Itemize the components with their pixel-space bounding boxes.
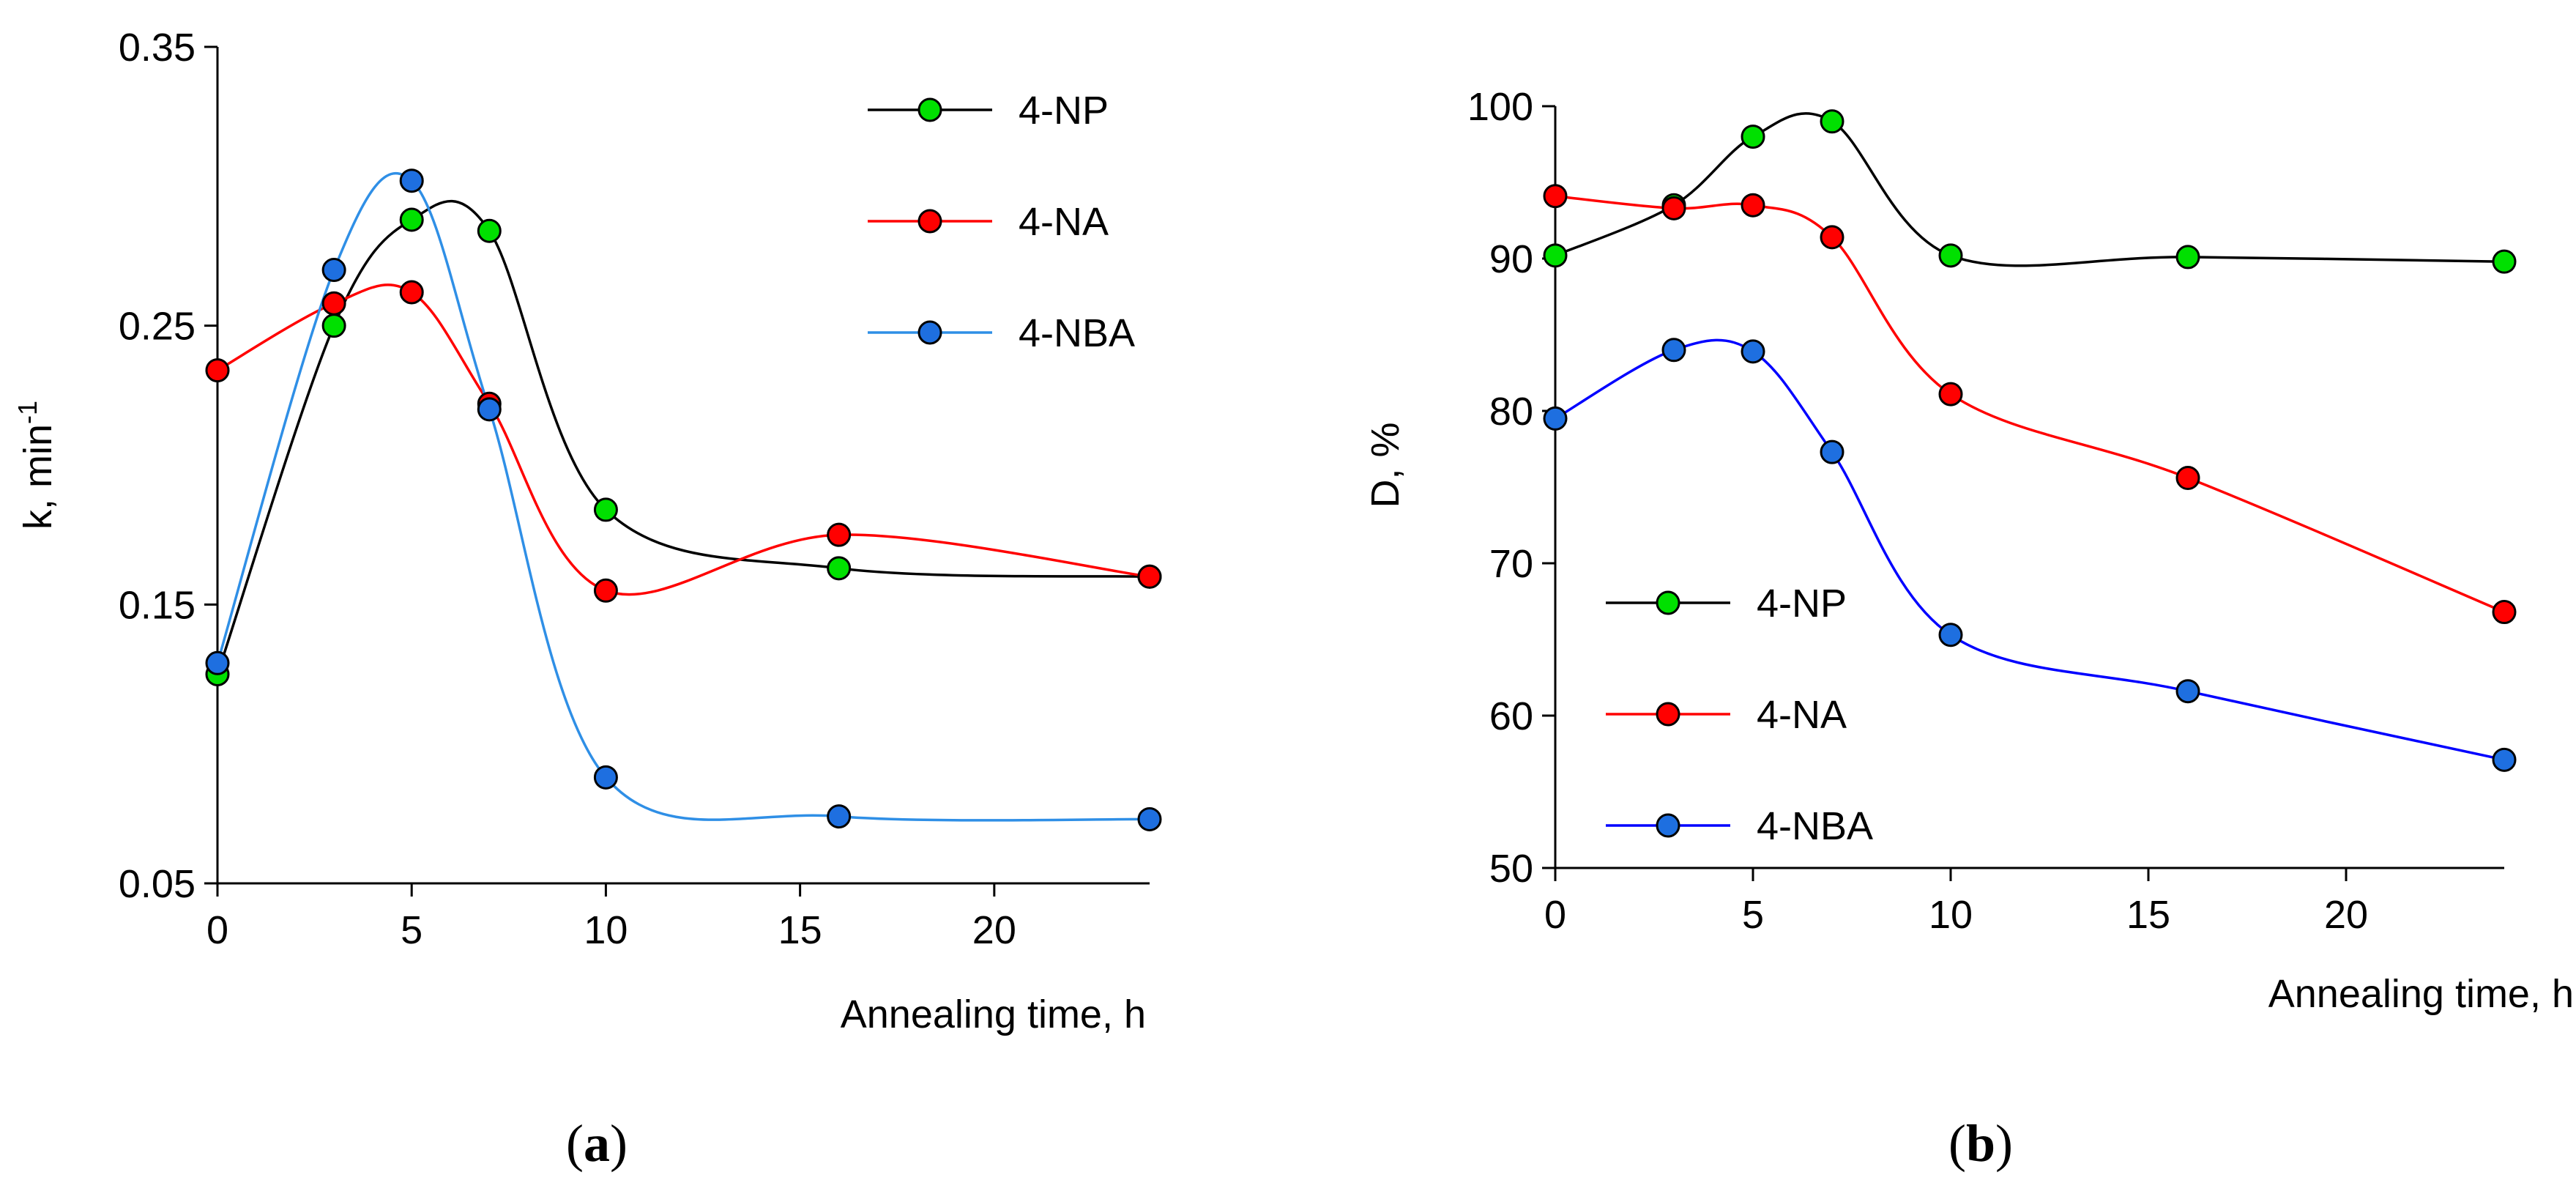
y-tick-label: 80	[1489, 390, 1533, 434]
y-axis-label-superscript: -1	[12, 401, 42, 424]
data-point-4-nba	[399, 168, 424, 193]
data-point-4-na	[1938, 382, 1963, 407]
data-point-4-na	[321, 291, 346, 316]
legend-label: 4-NBA	[1757, 804, 1873, 848]
data-point-4-nba	[1938, 623, 1963, 647]
x-axis-label: Annealing time, h	[841, 992, 1146, 1036]
y-tick-label: 90	[1489, 237, 1533, 281]
data-point-4-na	[399, 280, 424, 305]
data-point-4-na	[1741, 193, 1765, 218]
data-point-4-nba	[593, 765, 618, 790]
chart-panel-a: 0 5 10 15 20 0.05 0.15 0.25 0.35 Annealing time, …	[12, 26, 1162, 1173]
legend-label: 4-NP	[1757, 582, 1847, 626]
y-tick-label: 0.15	[119, 583, 196, 627]
legend-label: 4-NA	[1019, 200, 1109, 244]
data-point-4-np	[1820, 109, 1844, 134]
data-point-4-na	[827, 522, 852, 547]
data-point-4-nba	[1137, 806, 1162, 831]
panel-caption: (a)	[566, 1114, 628, 1173]
series-line-4-na	[1555, 194, 2505, 614]
x-axis-label: Annealing time, h	[2268, 972, 2574, 1016]
legend-marker	[917, 320, 942, 345]
y-tick-label: 0.25	[119, 305, 196, 349]
x-tick-label: 0	[1544, 893, 1566, 937]
y-tick-label: 70	[1489, 542, 1533, 586]
data-point-4-na	[205, 358, 230, 383]
legend-marker	[1656, 702, 1680, 727]
x-tick-label: 15	[778, 908, 822, 952]
y-tick-label: 100	[1467, 85, 1533, 129]
data-point-4-nba	[827, 804, 852, 829]
data-point-4-na	[1661, 196, 1686, 220]
data-point-4-np	[827, 556, 852, 581]
legend-marker	[917, 97, 942, 122]
y-tick-label: 0.05	[119, 862, 196, 906]
legend-marker	[1656, 590, 1680, 615]
data-point-4-na	[1543, 184, 1568, 209]
data-point-4-nba	[1543, 406, 1568, 431]
panel-caption-letter: b	[1966, 1114, 1995, 1173]
chart-panel-b: 0 5 10 15 20 50 60 70 80 90 100 Annealing time, h D,…	[1363, 85, 2574, 1173]
data-point-4-np	[2492, 249, 2517, 274]
legend-label: 4-NBA	[1019, 311, 1135, 355]
x-tick-label: 5	[401, 908, 422, 952]
data-point-4-np	[1543, 243, 1568, 268]
y-axis-label: D, %	[1363, 422, 1407, 508]
x-tick-label: 10	[584, 908, 628, 952]
series-line-4-nba	[216, 171, 1150, 822]
legend-marker	[1656, 813, 1680, 838]
data-point-4-np	[321, 313, 346, 338]
data-point-4-nba	[1661, 338, 1686, 363]
data-point-4-nba	[2175, 679, 2200, 704]
x-tick-label: 0	[206, 908, 228, 952]
series-line-4-np	[1555, 112, 2505, 267]
y-tick-label: 0.35	[119, 26, 196, 70]
data-point-4-na	[1137, 564, 1162, 589]
x-tick-label: 20	[2324, 893, 2368, 937]
legend-label: 4-NP	[1019, 89, 1109, 133]
data-point-4-na	[2492, 600, 2517, 625]
data-point-4-nba	[477, 397, 502, 422]
x-tick-label: 5	[1742, 893, 1764, 937]
legend-label: 4-NA	[1757, 693, 1847, 737]
panel-caption-letter: a	[584, 1114, 610, 1173]
data-point-4-np	[1741, 125, 1765, 149]
data-point-4-nba	[2492, 747, 2517, 772]
y-axis-label: k, min-1	[12, 401, 60, 530]
x-tick-label: 10	[1929, 893, 1973, 937]
y-tick-label: 50	[1489, 847, 1533, 891]
data-point-4-np	[2175, 245, 2200, 270]
y-tick-label: 60	[1489, 694, 1533, 738]
series-line-4-na	[217, 283, 1150, 596]
data-point-4-np	[477, 218, 502, 243]
data-point-4-np	[593, 497, 618, 522]
data-point-4-nba	[1820, 439, 1844, 464]
data-point-4-np	[399, 207, 424, 232]
data-point-4-na	[1820, 225, 1844, 250]
data-point-4-nba	[1741, 339, 1765, 364]
legend-marker	[917, 209, 942, 234]
data-point-4-np	[1938, 243, 1963, 268]
panel-caption: (b)	[1948, 1114, 2013, 1173]
data-point-4-nba	[321, 258, 346, 283]
x-tick-label: 15	[2126, 893, 2170, 937]
data-point-4-na	[2175, 466, 2200, 491]
x-tick-label: 20	[972, 908, 1016, 952]
series-line-4-np	[216, 199, 1150, 675]
data-point-4-nba	[205, 650, 230, 675]
data-point-4-na	[593, 578, 618, 603]
